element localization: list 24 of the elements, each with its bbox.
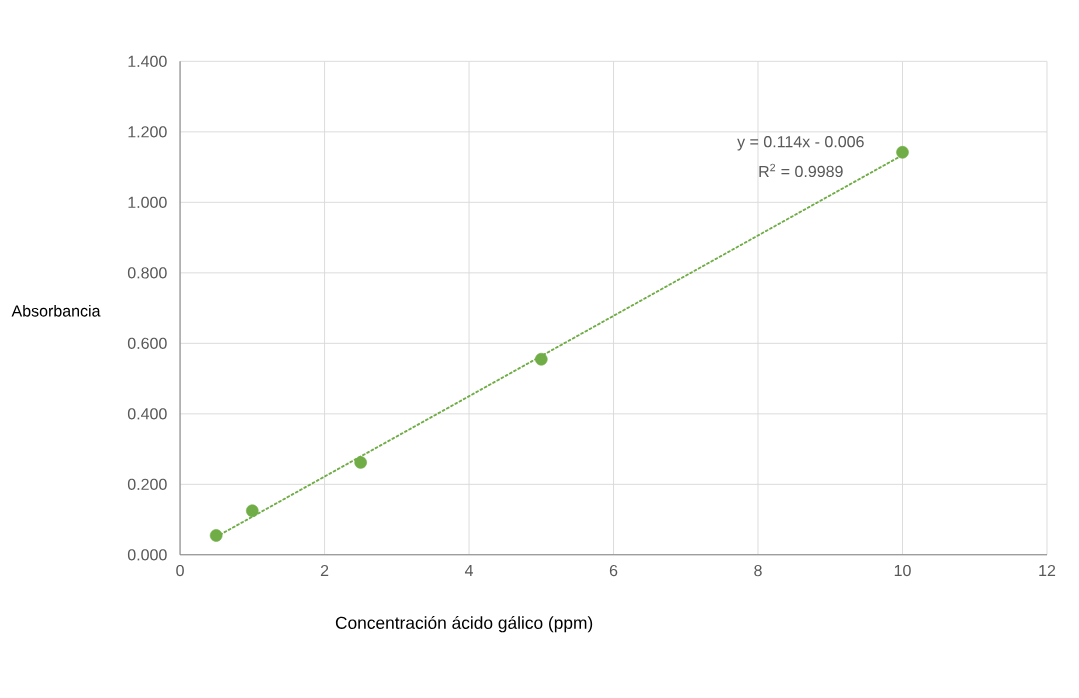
annotation: y = 0.114x - 0.006 (737, 136, 864, 151)
y-tick-label: 0.200 (127, 478, 167, 491)
point (209, 529, 223, 542)
x-axis-title: Concentración ácido gálico (ppm) (335, 616, 593, 633)
point (896, 146, 909, 159)
point (354, 456, 367, 469)
point (246, 504, 259, 518)
y-axis-title: Absorbancia (11, 305, 101, 317)
x-tick-label: 12 (1039, 565, 1056, 577)
point (535, 353, 548, 366)
annotation: R$^{2}$ = 0.9989 (759, 163, 843, 178)
x-tick-label: 6 (609, 565, 618, 577)
y-tick-label: 0.000 (127, 549, 167, 561)
x-tick-label: 2 (320, 565, 329, 577)
x-tick-label: 10 (894, 565, 911, 577)
y-tick-label: 0.800 (127, 267, 167, 279)
y-tick-label: 1.400 (128, 55, 167, 68)
x-tick-label: 8 (754, 565, 762, 577)
y-tick-label: 0.600 (127, 337, 167, 350)
y-tick-label: 1.200 (128, 126, 167, 138)
x-tick-label: 4 (464, 565, 474, 577)
x-tick-label: 0 (176, 565, 184, 577)
y-tick-label: 1.000 (128, 196, 167, 209)
y-tick-label: 0.400 (127, 408, 167, 420)
